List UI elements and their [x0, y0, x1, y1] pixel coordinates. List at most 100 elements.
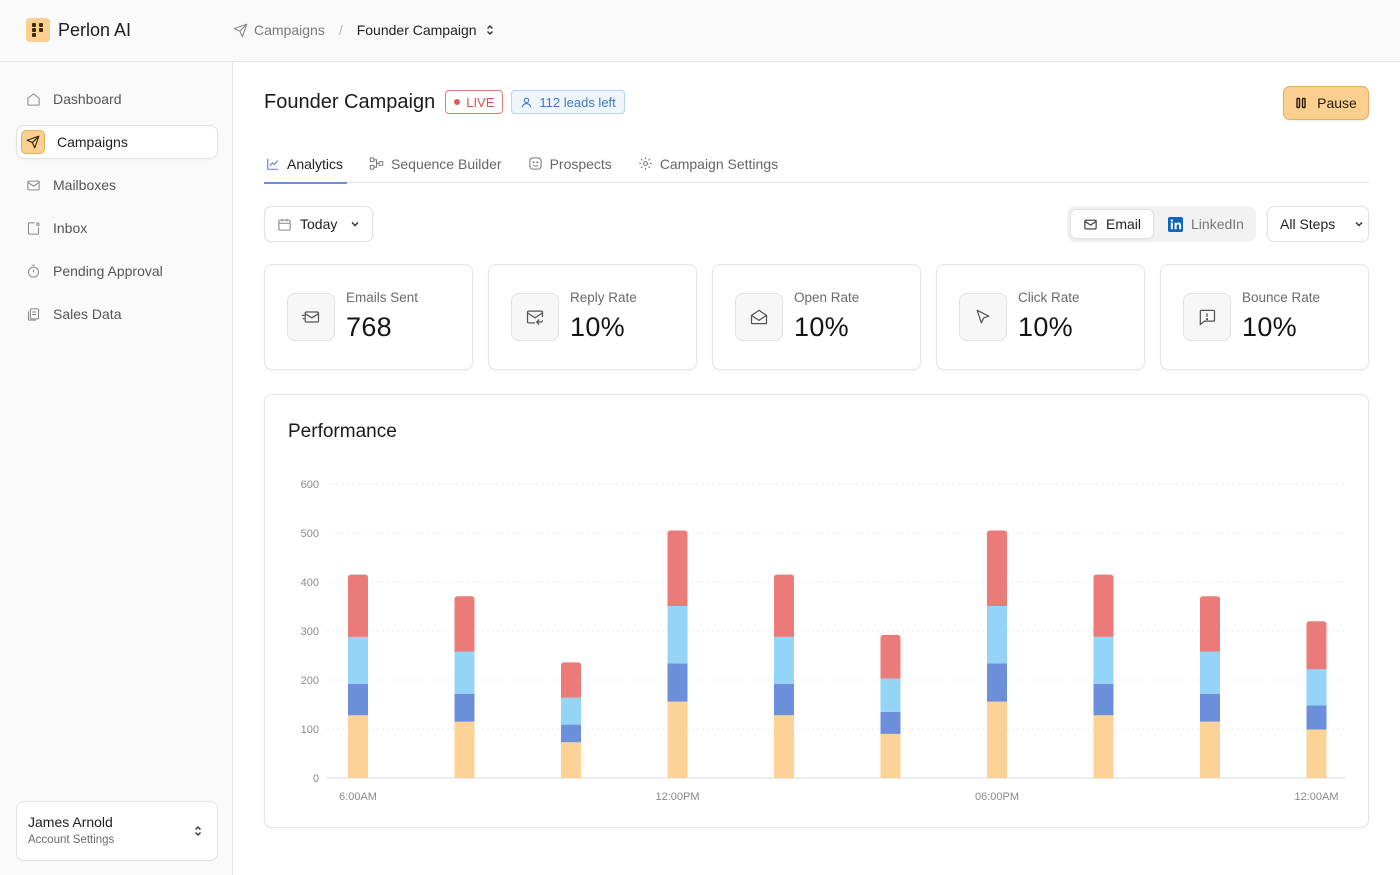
stat-card-click-rate: Click Rate 10%	[936, 264, 1145, 370]
mail-send-icon	[287, 293, 335, 341]
stat-label: Open Rate	[794, 290, 860, 305]
stat-value: 10%	[1242, 312, 1297, 342]
live-dot-icon	[454, 99, 461, 105]
bar-segment	[1200, 596, 1220, 652]
stat-value: 10%	[794, 312, 849, 342]
stat-value: 10%	[1018, 312, 1073, 342]
x-tick-label: 12:00PM	[655, 791, 699, 803]
tab-label: Campaign Settings	[659, 155, 779, 172]
bar-segment	[1093, 715, 1114, 778]
bar-segment	[348, 715, 368, 778]
tab-label: Analytics	[287, 155, 344, 172]
bar-segment	[1306, 705, 1327, 730]
leads-badge: 112 leads left	[511, 90, 625, 114]
stat-card-reply-rate: Reply Rate 10%	[488, 264, 697, 370]
brand-logo-icon	[26, 18, 50, 42]
bar-segment	[987, 701, 1007, 778]
top-bar: Perlon AI Campaigns / Founder Campaign	[0, 0, 1400, 62]
send-icon	[233, 23, 248, 37]
y-tick-label: 500	[301, 528, 319, 540]
chart-title: Performance	[288, 421, 397, 442]
breadcrumb-parent-label: Campaigns	[254, 22, 325, 38]
y-tick-label: 0	[313, 773, 319, 785]
inbox-icon	[25, 220, 41, 236]
chevron-down-icon	[1355, 221, 1363, 227]
channel-label: Email	[1106, 216, 1142, 232]
bar-segment	[880, 634, 901, 679]
bar-segment	[1306, 669, 1327, 706]
channel-email-button[interactable]: Email	[1070, 209, 1155, 239]
bar-segment	[348, 574, 368, 637]
y-tick-label: 100	[301, 724, 319, 736]
bar-segment	[454, 651, 475, 694]
sidebar-item-dashboard[interactable]: Dashboard	[16, 82, 218, 116]
account-switcher[interactable]: James Arnold Account Settings	[16, 801, 218, 861]
mail-open-icon	[735, 293, 783, 341]
sidebar-item-mailboxes[interactable]: Mailboxes	[16, 168, 218, 202]
flow-icon	[369, 157, 384, 170]
tab-campaign-settings[interactable]: Campaign Settings	[636, 144, 780, 183]
tab-bar: Analytics Sequence Builder Prospects Cam…	[264, 144, 1369, 184]
bar-segment	[561, 662, 581, 698]
status-badge-label: LIVE	[466, 94, 495, 110]
cursor-icon	[959, 293, 1007, 341]
stat-label: Click Rate	[1018, 290, 1080, 305]
line-chart-icon	[267, 158, 279, 170]
steps-filter-label: All Steps	[1280, 216, 1336, 232]
sidebar-item-sales-data[interactable]: Sales Data	[16, 297, 218, 331]
bar-segment	[348, 683, 368, 716]
bar-segment	[880, 678, 901, 712]
brand-name: Perlon AI	[58, 19, 132, 40]
x-tick-label: 06:00PM	[975, 791, 1019, 803]
stat-label: Bounce Rate	[1242, 290, 1321, 305]
steps-filter-dropdown[interactable]: All Steps	[1267, 206, 1369, 242]
sidebar-item-label: Sales Data	[53, 306, 122, 322]
page-header: Founder Campaign LIVE 112 leads left	[264, 90, 625, 114]
brand[interactable]: Perlon AI	[26, 18, 131, 42]
tab-prospects[interactable]: Prospects	[526, 144, 614, 183]
bar-segment	[561, 742, 581, 778]
bar-segment	[561, 697, 581, 725]
bar-segment	[454, 721, 475, 778]
stat-value: 10%	[570, 312, 625, 342]
breadcrumb-current-label: Founder Campaign	[356, 22, 477, 38]
tab-sequence-builder[interactable]: Sequence Builder	[367, 144, 504, 183]
sidebar-nav: Dashboard Campaigns Mailboxes Inbox Pend…	[16, 82, 218, 340]
account-subtitle: Account Settings	[28, 834, 115, 846]
sidebar-item-inbox[interactable]: Inbox	[16, 211, 218, 245]
bar-segment	[774, 636, 794, 684]
pause-button[interactable]: Pause	[1283, 86, 1369, 120]
home-icon	[25, 91, 41, 107]
channel-toggle: Email LinkedIn	[1067, 206, 1256, 242]
date-filter-dropdown[interactable]: Today	[264, 206, 373, 242]
bar-segment	[667, 663, 688, 702]
y-tick-label: 600	[301, 479, 319, 491]
document-icon	[25, 306, 41, 322]
smile-icon	[528, 157, 542, 170]
bar-segment	[1093, 636, 1114, 684]
sidebar-item-label: Mailboxes	[53, 177, 117, 193]
bar-segment	[667, 530, 688, 607]
campaign-switcher[interactable]: Founder Campaign	[357, 22, 495, 38]
bar-segment	[454, 596, 475, 652]
chevron-up-down-icon	[486, 25, 493, 35]
pause-icon	[1296, 97, 1306, 109]
bar-segment	[774, 574, 794, 637]
tab-analytics[interactable]: Analytics	[264, 144, 348, 184]
sidebar-item-campaigns[interactable]: Campaigns	[16, 125, 218, 159]
mail-icon	[25, 177, 41, 193]
bar-segment	[667, 606, 688, 664]
performance-chart: 0 100 200 300 400 500 600 6:00AM 12:00PM 06:00PM 1…	[301, 479, 1345, 803]
breadcrumb: Campaigns / Founder Campaign	[233, 22, 495, 38]
sidebar: Dashboard Campaigns Mailboxes Inbox Pend…	[0, 62, 233, 875]
bar-segment	[987, 663, 1007, 702]
mail-icon	[1084, 219, 1097, 229]
bar-segment	[1306, 729, 1327, 778]
breadcrumb-parent[interactable]: Campaigns	[233, 22, 325, 38]
tab-label: Sequence Builder	[391, 155, 502, 172]
channel-linkedin-button[interactable]: LinkedIn	[1156, 209, 1256, 239]
status-badge: LIVE	[445, 90, 504, 114]
sidebar-item-pending-approval[interactable]: Pending Approval	[16, 254, 218, 288]
bar-segment	[561, 724, 581, 743]
pause-button-label: Pause	[1317, 95, 1357, 111]
